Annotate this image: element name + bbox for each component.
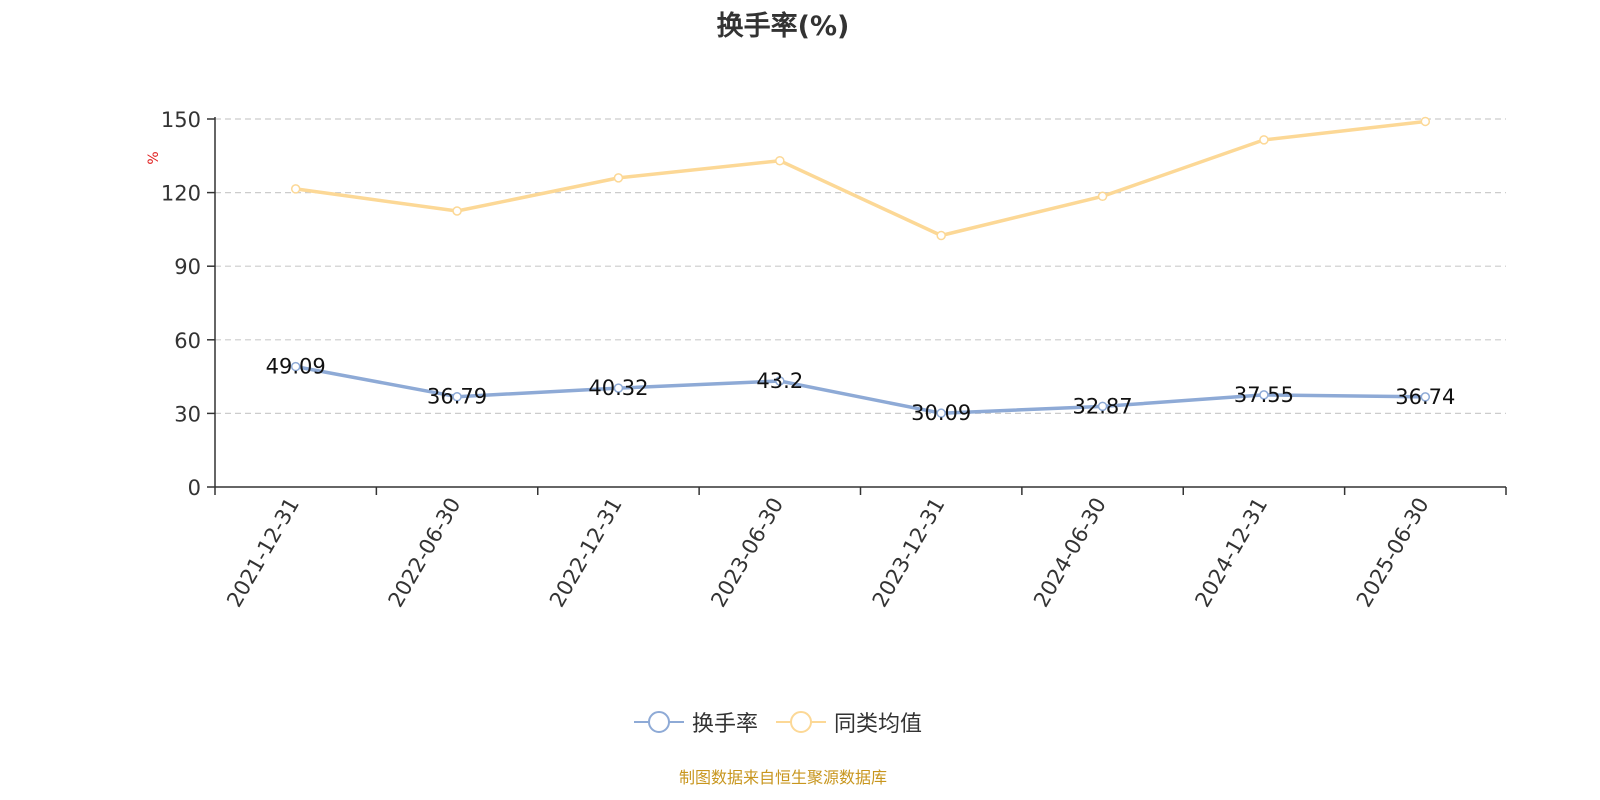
legend-item-peer-average[interactable]: 同类均值 (776, 706, 922, 738)
series-line-turnover (295, 364, 1426, 415)
data-point-turnover (936, 408, 946, 418)
data-point-turnover (1259, 390, 1269, 400)
y-tick-label: 30 (174, 402, 201, 426)
chart-title: 换手率(%) (716, 11, 850, 42)
data-point-peer-average (1259, 135, 1269, 145)
data-point-peer-average (452, 206, 462, 216)
line-chart: 0 30 60 90 120 150 2021-12-31 2022-06-30 2022-12… (146, 108, 1507, 612)
data-point-peer-average (775, 155, 785, 166)
legend-label-turnover: 换手率 (692, 712, 759, 737)
data-label-turnover: 30.09 (911, 401, 971, 425)
data-point-peer-average (936, 230, 946, 241)
x-tick-label: 2023-06-30 (706, 494, 788, 612)
legend-label-peer-average: 同类均值 (834, 712, 923, 737)
y-tick-label: 60 (174, 329, 201, 353)
data-label-turnover: 32.87 (1073, 394, 1133, 418)
x-tick-label: 2022-06-30 (384, 494, 466, 612)
data-label-turnover: 43.2 (756, 369, 803, 393)
data-point-turnover (290, 361, 301, 372)
series-layer (290, 116, 1431, 418)
legend-item-turnover[interactable]: 换手率 (634, 706, 758, 738)
legend-peer-average-marker-icon (776, 711, 827, 733)
axis-layer: 0 30 60 90 120 150 2021-12-31 2022-06-30 2022-12… (161, 108, 1507, 612)
legend: 换手率 同类均值 (634, 706, 940, 738)
data-label-turnover: 49.09 (266, 355, 326, 379)
data-point-turnover (452, 391, 462, 402)
data-label-turnover: 36.79 (427, 385, 487, 409)
y-tick-label: 90 (174, 255, 201, 279)
x-tick-label: 2023-12-31 (868, 494, 950, 612)
source-note: 制图数据来自恒生聚源数据库 (678, 768, 887, 787)
data-point-turnover (613, 383, 624, 393)
data-point-peer-average (1097, 191, 1108, 202)
data-label-turnover: 40.32 (588, 376, 648, 400)
data-point-turnover (775, 376, 785, 386)
y-axis-unit-label: % (146, 151, 162, 164)
data-point-turnover (1420, 392, 1431, 402)
data-label-turnover: 37.55 (1234, 383, 1294, 407)
data-point-turnover (1097, 401, 1108, 412)
series-line-peer-average (295, 119, 1426, 238)
y-tick-label: 120 (161, 182, 201, 206)
y-tick-label: 0 (188, 476, 201, 500)
data-point-peer-average (290, 184, 301, 194)
legend-turnover-marker-icon (634, 711, 684, 733)
x-tick-label: 2022-12-31 (545, 494, 627, 612)
data-label-layer: 49.09 36.79 40.32 43.2 30.09 32.87 37.55 36.74 (266, 355, 1456, 426)
x-tick-label: 2025-06-30 (1352, 494, 1434, 612)
data-point-peer-average (1420, 116, 1431, 127)
x-tick-label: 2021-12-31 (222, 494, 304, 612)
data-point-peer-average (613, 173, 624, 183)
y-tick-label: 150 (161, 108, 201, 132)
x-tick-label: 2024-12-31 (1190, 494, 1272, 612)
grid-layer (215, 118, 1506, 414)
x-tick-label: 2024-06-30 (1029, 494, 1111, 612)
data-label-turnover: 36.74 (1395, 385, 1455, 409)
